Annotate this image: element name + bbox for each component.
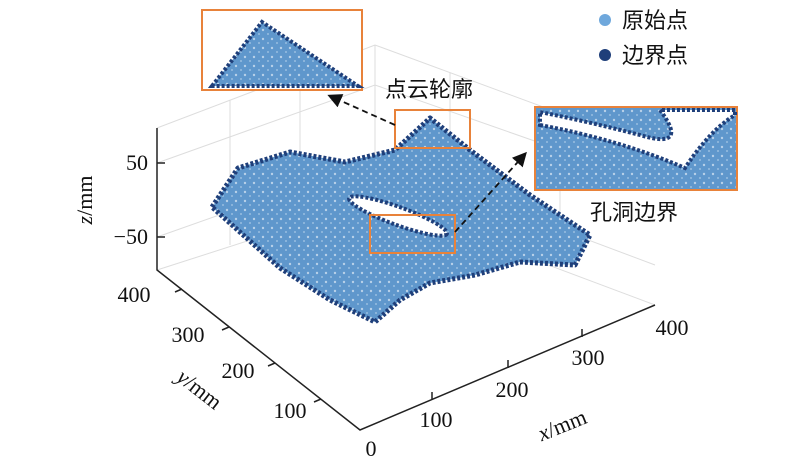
x-tick-label: 200: [496, 377, 529, 402]
y-tick-label: 0: [366, 436, 377, 461]
zoom-insets: [201, 9, 738, 254]
z-axis-label: z/mm: [72, 176, 97, 226]
y-tick-label: 400: [118, 282, 151, 307]
z-tick-label: −50: [114, 224, 148, 249]
y-tick-label: 100: [274, 398, 307, 423]
axes: [156, 128, 656, 431]
x-axis-label: x/mm: [533, 404, 590, 446]
z-tick-label: 50: [126, 150, 148, 175]
axis-unit: /mm: [72, 176, 97, 216]
annotation: 孔洞边界: [590, 201, 678, 226]
legend-marker: [599, 14, 611, 26]
legend-label: 边界点: [622, 44, 688, 69]
axis-var: z: [72, 215, 97, 225]
x-tick-label: 100: [420, 407, 453, 432]
y-axis-label: y/mm: [171, 363, 227, 415]
legend-label: 原始点: [622, 9, 688, 34]
x-tick-label: 400: [656, 315, 689, 340]
axis-unit: /mm: [543, 404, 590, 442]
y-tick-label: 200: [222, 358, 255, 383]
legend: 原始点 边界点: [599, 9, 688, 69]
legend-marker: [599, 49, 611, 61]
annotation: 点云轮廓: [385, 78, 473, 103]
y-tick-label: 300: [172, 322, 205, 347]
x-tick-label: 300: [572, 345, 605, 370]
